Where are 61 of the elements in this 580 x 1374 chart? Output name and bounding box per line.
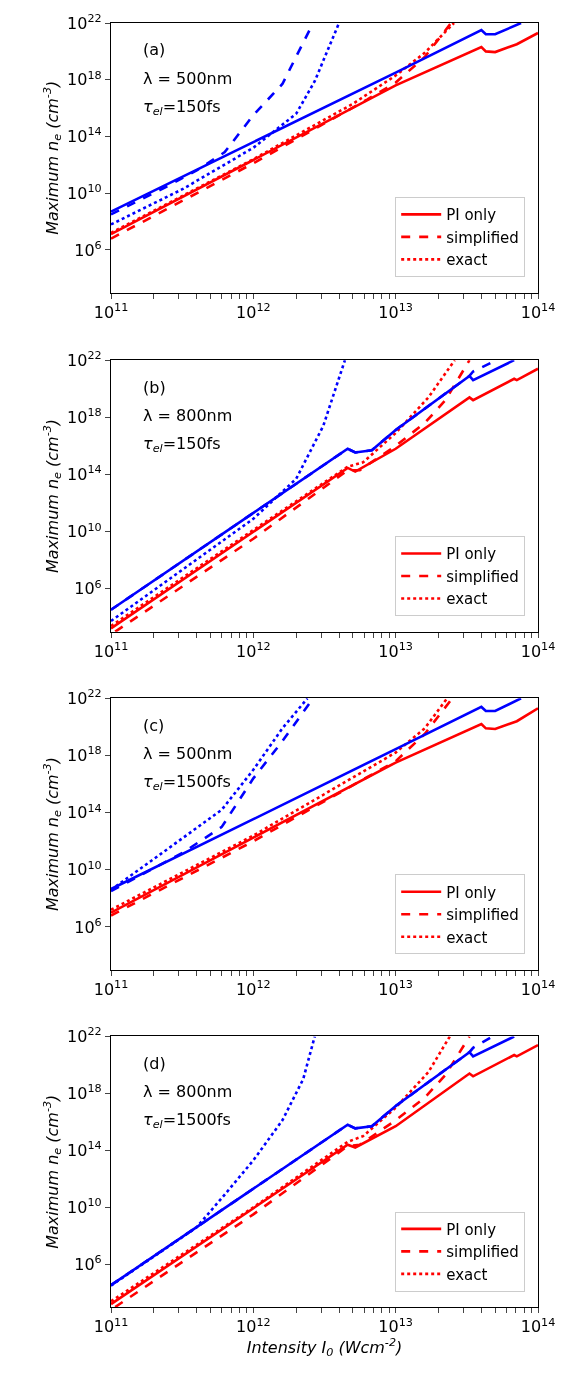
annotation: (b) <box>143 378 166 397</box>
y-tick-label: 10$^{10}$ <box>67 182 102 203</box>
legend-label: simplified <box>446 906 519 925</box>
annotation: τ$_{el}$=150fs <box>143 434 221 456</box>
legend-label: PI only <box>446 545 497 564</box>
y-tick-label: 10$^{22}$ <box>67 349 102 370</box>
y-tick-label: 10$^{10}$ <box>67 1196 102 1217</box>
legend-label: exact <box>446 928 488 947</box>
x-tick-label: 10$^{11}$ <box>93 640 129 661</box>
y-tick-label: 10$^{18}$ <box>67 68 102 90</box>
legend-label: exact <box>446 251 488 270</box>
y-tick-label: 10$^{18}$ <box>67 1082 102 1104</box>
y-tick-label: 10$^{6}$ <box>74 1253 102 1274</box>
legend-label: simplified <box>446 1243 519 1262</box>
x-tick-label: 10$^{13}$ <box>378 301 413 322</box>
y-tick-label: 10$^{10}$ <box>67 520 102 542</box>
annotation: (c) <box>143 716 165 735</box>
legend-label: simplified <box>446 228 519 247</box>
annotation: τ$_{el}$=1500fs <box>143 1110 231 1132</box>
y-tick-label: 10$^{6}$ <box>74 915 102 937</box>
x-tick-label: 10$^{13}$ <box>378 640 413 661</box>
x-tick-label: 10$^{13}$ <box>378 1315 413 1337</box>
y-tick-label: 10$^{18}$ <box>67 744 102 766</box>
y-tick-label: 10$^{22}$ <box>67 687 102 708</box>
x-tick-label: 10$^{11}$ <box>93 1315 129 1337</box>
y-tick-label: 10$^{14}$ <box>67 463 102 485</box>
y-tick-label: 10$^{22}$ <box>67 11 102 33</box>
x-axis-title: Intensity I$_{0}$ (Wcm$^{-2}$) <box>246 1336 403 1360</box>
y-tick-label: 10$^{18}$ <box>67 406 102 427</box>
y-tick-label: 10$^{6}$ <box>74 238 102 260</box>
x-tick-label: 10$^{12}$ <box>236 1315 271 1337</box>
annotation: (a) <box>143 40 166 59</box>
y-tick-label: 10$^{14}$ <box>67 1139 102 1160</box>
annotation: λ = 800nm <box>143 406 233 425</box>
legend-label: PI only <box>446 883 497 902</box>
y-tick-label: 10$^{22}$ <box>67 1025 102 1047</box>
x-tick-label: 10$^{14}$ <box>520 1315 556 1337</box>
y-tick-label: 10$^{14}$ <box>67 125 102 147</box>
x-tick-label: 10$^{12}$ <box>236 640 271 661</box>
x-tick-label: 10$^{14}$ <box>520 978 556 1000</box>
annotation: λ = 500nm <box>143 744 233 763</box>
x-tick-label: 10$^{11}$ <box>93 301 129 322</box>
y-tick-label: 10$^{6}$ <box>74 577 102 599</box>
legend-label: PI only <box>446 1220 497 1239</box>
x-tick-label: 10$^{13}$ <box>378 978 413 1000</box>
legend-label: simplified <box>446 567 519 586</box>
legend-label: PI only <box>446 206 497 225</box>
x-tick-label: 10$^{12}$ <box>236 301 271 322</box>
annotation: λ = 500nm <box>143 69 233 88</box>
x-tick-label: 10$^{11}$ <box>93 978 129 1000</box>
x-tick-label: 10$^{12}$ <box>236 978 271 1000</box>
legend-label: exact <box>446 590 488 609</box>
annotation: τ$_{el}$=150fs <box>143 97 221 119</box>
y-tick-label: 10$^{14}$ <box>67 801 102 823</box>
annotation: (d) <box>143 1054 166 1073</box>
y-tick-label: 10$^{10}$ <box>67 858 102 880</box>
annotation: τ$_{el}$=1500fs <box>143 772 231 794</box>
x-tick-label: 10$^{14}$ <box>520 640 556 661</box>
annotation: λ = 800nm <box>143 1082 233 1101</box>
x-tick-label: 10$^{14}$ <box>520 301 556 322</box>
legend-label: exact <box>446 1265 488 1284</box>
